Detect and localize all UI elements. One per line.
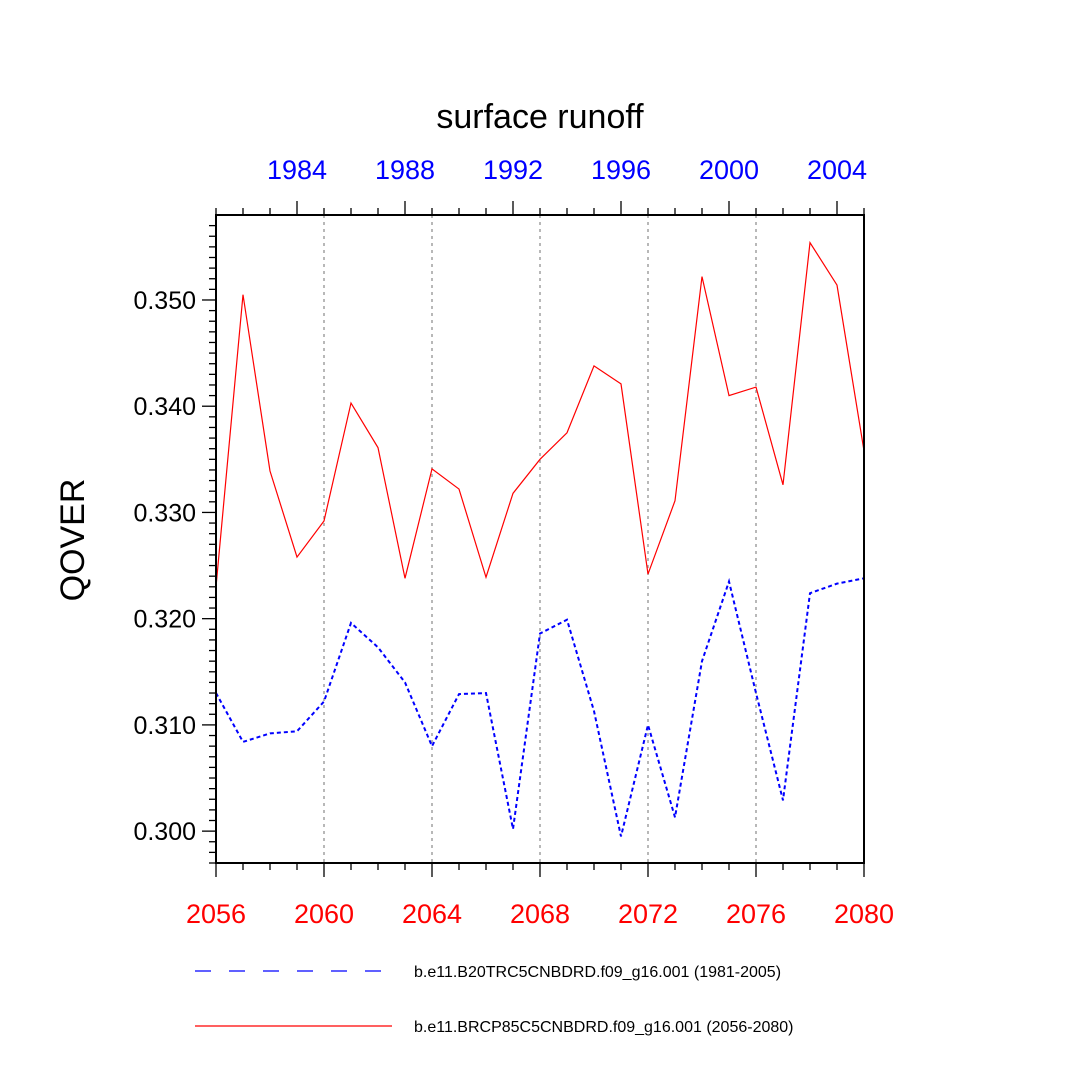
x-bottom-tick-label: 2064 <box>402 899 462 929</box>
x-bottom-tick-label: 2056 <box>186 899 246 929</box>
y-tick-label: 0.350 <box>133 287 196 315</box>
y-tick-label: 0.340 <box>133 393 196 421</box>
x-bottom-tick-label: 2076 <box>726 899 786 929</box>
legend-label: b.e11.B20TRC5CNBDRD.f09_g16.001 (1981-20… <box>414 964 781 981</box>
series-line-projection <box>215 240 865 587</box>
axes: 0.300 0.310 0.320 0.330 0.340 0.350 2056 2060 20… <box>133 155 894 929</box>
x-top-tick-label: 2000 <box>699 155 759 185</box>
x-bottom-tick-label: 2080 <box>834 899 894 929</box>
grid <box>323 215 757 863</box>
y-tick-label: 0.300 <box>133 818 196 846</box>
y-tick-label: 0.330 <box>133 499 196 527</box>
x-top-tick-label: 1996 <box>591 155 651 185</box>
x-top-tick-label: 1992 <box>483 155 543 185</box>
y-tick-label: 0.320 <box>133 606 196 634</box>
y-axis-label: QOVER <box>54 479 92 602</box>
legend: b.e11.B20TRC5CNBDRD.f09_g16.001 (1981-20… <box>195 964 793 1036</box>
legend-label: b.e11.BRCP85C5CNBDRD.f09_g16.001 (2056-2… <box>414 1019 793 1036</box>
x-top-tick-label: 1984 <box>267 155 327 185</box>
x-bottom-tick-label: 2072 <box>618 899 678 929</box>
x-top-tick-label: 2004 <box>807 155 867 185</box>
x-bottom-tick-label: 2060 <box>294 899 354 929</box>
x-top-tick-label: 1988 <box>375 155 435 185</box>
x-bottom-tick-label: 2068 <box>510 899 570 929</box>
plot-series <box>215 240 865 837</box>
y-tick-label: 0.310 <box>133 712 196 740</box>
series-line-historical <box>215 577 865 837</box>
chart-title: surface runoff <box>436 98 644 136</box>
